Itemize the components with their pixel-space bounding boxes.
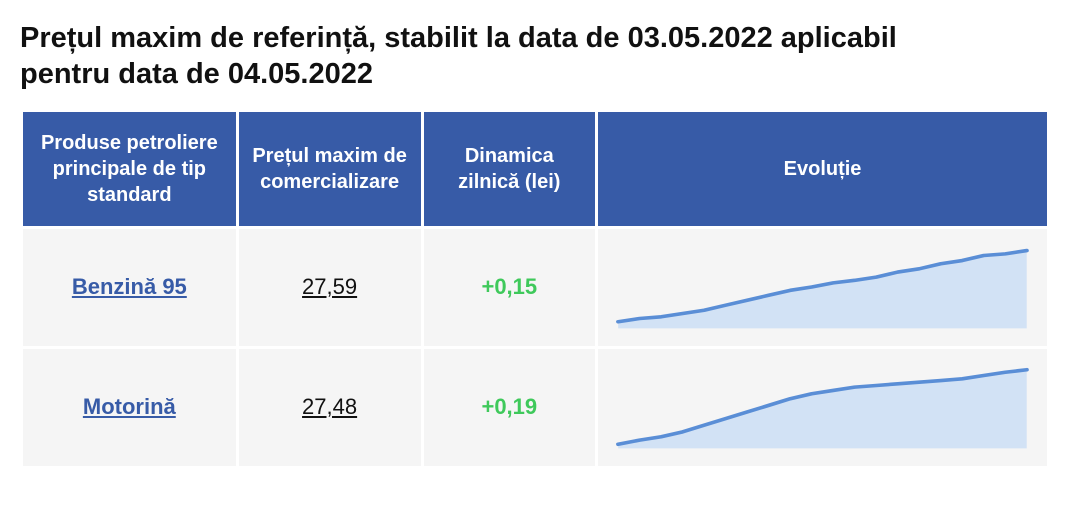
price-cell: 27,48 <box>237 347 422 467</box>
delta-cell: +0,15 <box>422 227 597 347</box>
sparkline-cell <box>597 227 1049 347</box>
price-value: 27,59 <box>302 274 357 299</box>
price-value: 27,48 <box>302 394 357 419</box>
sparkline-chart <box>614 242 1031 332</box>
table-row: Motorină 27,48 +0,19 <box>22 347 1049 467</box>
sparkline-cell <box>597 347 1049 467</box>
col-header-price: Prețul maxim de comercializare <box>237 110 422 227</box>
product-cell: Motorină <box>22 347 238 467</box>
table-row: Benzină 95 27,59 +0,15 <box>22 227 1049 347</box>
price-cell: 27,59 <box>237 227 422 347</box>
product-link[interactable]: Benzină 95 <box>72 274 187 299</box>
delta-cell: +0,19 <box>422 347 597 467</box>
col-header-delta: Dinamica zilnică (lei) <box>422 110 597 227</box>
col-header-product: Produse petroliere principale de tip sta… <box>22 110 238 227</box>
col-header-evolution: Evoluție <box>597 110 1049 227</box>
delta-value: +0,19 <box>481 394 537 419</box>
product-cell: Benzină 95 <box>22 227 238 347</box>
sparkline-chart <box>614 362 1031 452</box>
product-link[interactable]: Motorină <box>83 394 176 419</box>
delta-value: +0,15 <box>481 274 537 299</box>
fuel-price-table: Produse petroliere principale de tip sta… <box>20 109 1050 469</box>
page-title: Prețul maxim de referință, stabilit la d… <box>20 20 920 93</box>
